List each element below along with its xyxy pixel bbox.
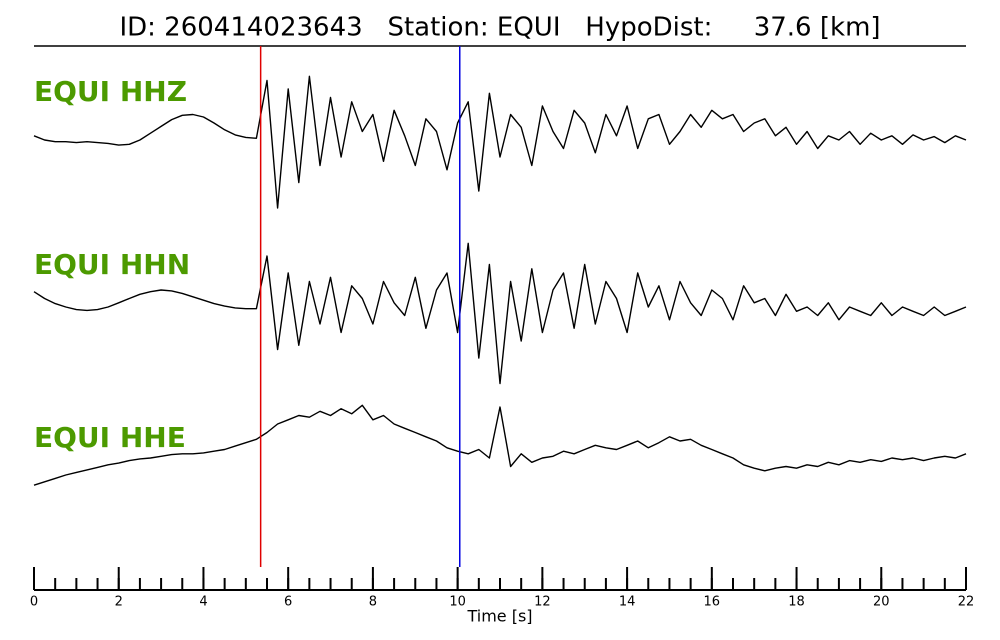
x-tick-label: 10 [449, 595, 466, 610]
x-tick-label: 16 [704, 595, 721, 610]
x-tick-label: 6 [284, 595, 292, 610]
x-tick-label: 12 [534, 595, 551, 610]
x-tick-label: 2 [115, 595, 123, 610]
x-tick-label: 8 [369, 595, 377, 610]
x-tick-label: 22 [958, 595, 975, 610]
x-tick-label: 20 [873, 595, 890, 610]
trace-label: EQUI HHN [34, 248, 190, 281]
x-tick-label: 0 [30, 595, 38, 610]
x-axis-label: Time [s] [466, 607, 532, 626]
trace-label: EQUI HHE [34, 421, 186, 454]
chart-title: ID: 260414023643 Station: EQUI HypoDist:… [119, 13, 880, 43]
x-tick-label: 18 [788, 595, 805, 610]
waveform [33, 404, 967, 486]
x-tick-label: 14 [619, 595, 636, 610]
waveform [33, 75, 967, 209]
x-tick-label: 4 [199, 595, 207, 610]
trace-label: EQUI HHZ [34, 75, 187, 108]
waveform [33, 242, 967, 385]
